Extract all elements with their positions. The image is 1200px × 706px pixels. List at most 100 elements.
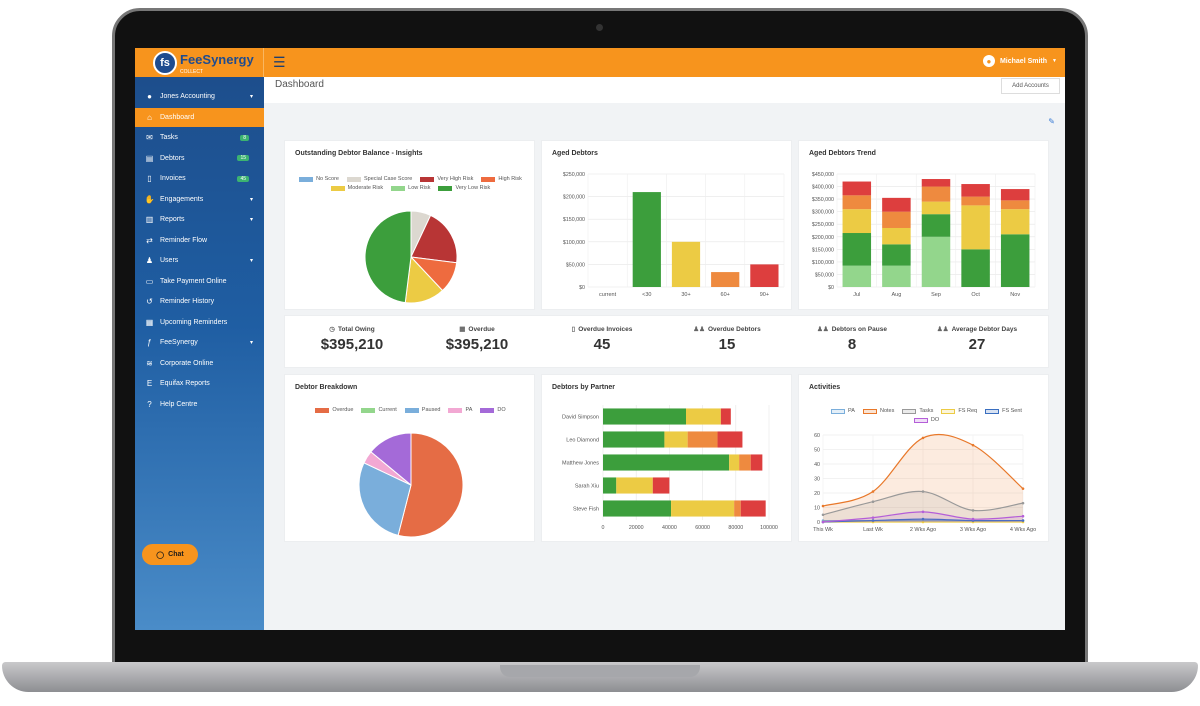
bar-segment	[921, 201, 951, 215]
legend-item[interactable]: High Risk	[481, 176, 522, 182]
legend-item[interactable]: FS Sent	[985, 408, 1022, 414]
y-tick-label: Steve Fish	[573, 507, 599, 513]
user-name: Michael Smith	[999, 57, 1048, 65]
bar-segment	[961, 196, 990, 206]
stat-overdue-debtors: ♟♟ Overdue Debtors 15	[672, 325, 782, 353]
legend-swatch	[299, 176, 314, 182]
x-tick-label: Last Wk	[863, 527, 883, 533]
sidebar-item-upcoming-reminders[interactable]: ▦ Upcoming Reminders	[135, 313, 264, 332]
y-tick-label: 40	[814, 462, 820, 468]
legend-item[interactable]: PA	[448, 407, 472, 413]
sidebar-item-invoices[interactable]: ▯ Invoices 45	[135, 169, 264, 188]
sidebar-item-corporate-online[interactable]: ≋ Corporate Online	[135, 354, 264, 373]
stat-average-debtor-days: ♟♟ Average Debtor Days 27	[922, 325, 1032, 353]
point-tasks	[871, 500, 875, 503]
bar-segment	[882, 227, 911, 245]
bar-segment	[842, 181, 872, 196]
y-tick-label: $50,000	[566, 262, 585, 268]
sidebar-item-debtors[interactable]: ▤ Debtors 15	[135, 149, 264, 168]
sidebar-item-tasks[interactable]: ✉ Tasks 8	[135, 128, 264, 147]
id-card-icon: ▤	[145, 153, 154, 163]
envelope-icon: ✉	[146, 133, 153, 142]
user-avatar-icon: ●	[982, 55, 995, 67]
sidebar-item-label: Reports	[160, 216, 185, 223]
legend-item[interactable]: Moderate Risk	[330, 185, 383, 191]
legend-item[interactable]: Notes	[862, 408, 895, 414]
users-icon: ♟♟	[817, 326, 829, 333]
y-tick-label: 30	[814, 477, 820, 483]
sidebar-item-help-centre[interactable]: ? Help Centre	[135, 395, 264, 414]
edit-icon[interactable]: ✎	[1048, 117, 1055, 126]
sidebar-item-take-payment-online[interactable]: ▭ Take Payment Online	[135, 272, 264, 291]
y-tick-label: David Simpson	[562, 415, 599, 421]
point-fs-sent	[1021, 519, 1025, 522]
chat-button[interactable]: ◯ Chat	[142, 544, 198, 565]
y-tick-label: $100,000	[812, 260, 834, 266]
x-tick-label: This Wk	[813, 527, 833, 533]
stat-label-text: Total Owing	[337, 326, 375, 333]
point-notes	[971, 443, 975, 447]
sidebar-item-feesynergy[interactable]: ƒ FeeSynergy ▾	[135, 333, 264, 352]
area-notes	[823, 434, 1023, 522]
legend-item[interactable]: Very Low Risk	[438, 185, 490, 191]
sidebar-item-jones-accounting[interactable]: ● Jones Accounting ▾	[135, 87, 264, 106]
user-menu[interactable]: ● Michael Smith ▼	[982, 55, 1057, 67]
legend-swatch	[391, 185, 406, 191]
user-circle-icon: ●	[147, 92, 152, 101]
legend-item[interactable]: PA	[831, 408, 855, 414]
aged-debtors-bar-chart: $0 $50,000 $100,000 $150,000 $200,000 $250,00…	[563, 172, 785, 298]
bar-segment	[961, 184, 990, 197]
legend-item[interactable]: Current	[361, 407, 397, 413]
add-accounts-button[interactable]: Add Accounts	[1001, 78, 1060, 94]
bar-segment	[921, 186, 951, 202]
legend-item[interactable]: Tasks	[902, 408, 933, 414]
bar-segment	[882, 265, 911, 287]
legend-label: FS Sent	[1002, 408, 1022, 414]
legend-item[interactable]: Special Case Score	[347, 176, 412, 182]
partner-card: Debtors by Partner 0 20000 40000 60000 80000…	[541, 374, 792, 542]
bar-60-	[711, 272, 740, 287]
x-tick-label: 40000	[662, 525, 677, 531]
handshake-icon: ✋	[144, 194, 155, 204]
bar-segment	[664, 431, 688, 448]
point-tasks	[971, 509, 975, 512]
legend-item[interactable]: No Score	[299, 176, 339, 182]
sidebar-item-reminder-history[interactable]: ↺ Reminder History	[135, 292, 264, 311]
sidebar-item-reports[interactable]: ▥ Reports ▾	[135, 210, 264, 229]
file-icon: ▯	[571, 326, 576, 333]
menu-toggle-icon[interactable]: ☰	[273, 54, 286, 70]
y-tick-label: Leo Diamond	[566, 438, 599, 444]
stat-value: 45	[593, 336, 611, 353]
legend-item[interactable]: Very High Risk	[420, 176, 473, 182]
bar-segment	[921, 214, 951, 237]
legend-label: No Score	[316, 176, 339, 182]
breakdown-pie-chart	[358, 432, 464, 538]
legend-item[interactable]: FS Req	[941, 408, 977, 414]
point-notes	[1021, 487, 1025, 490]
y-tick-label: $350,000	[812, 197, 834, 203]
sidebar-item-engagements[interactable]: ✋ Engagements ▾	[135, 190, 264, 209]
bar-segment	[652, 477, 670, 494]
legend-item[interactable]: Overdue	[315, 407, 353, 413]
legend-item[interactable]: Paused	[404, 407, 440, 413]
legend-item[interactable]: Low Risk	[391, 185, 430, 191]
sidebar-item-reminder-flow[interactable]: ⇄ Reminder Flow	[135, 231, 264, 250]
bar-segment	[603, 408, 686, 425]
legend-item[interactable]: DO	[480, 407, 506, 413]
calendar-icon: ▦	[145, 317, 154, 327]
sidebar-item-label: Take Payment Online	[160, 277, 227, 285]
logo-name: FeeSynergy	[180, 52, 254, 67]
logo[interactable]: fs FeeSynergy COLLECT	[153, 51, 254, 75]
sidebar-item-equifax-reports[interactable]: E Equifax Reports	[135, 374, 264, 393]
chevron-down-icon: ▾	[249, 94, 253, 100]
sidebar-item-users[interactable]: ♟ Users ▾	[135, 251, 264, 270]
y-tick-label: 50	[814, 448, 820, 454]
calendar-icon: ▦	[459, 326, 466, 333]
legend-label: Notes	[879, 408, 895, 414]
sidebar-item-dashboard[interactable]: ⌂ Dashboard	[135, 107, 264, 127]
legend-item[interactable]: DO	[913, 417, 939, 423]
point-do	[921, 510, 925, 514]
sidebar-item-label: Corporate Online	[160, 359, 214, 367]
bar-segment	[842, 265, 872, 287]
point-do	[821, 520, 825, 524]
